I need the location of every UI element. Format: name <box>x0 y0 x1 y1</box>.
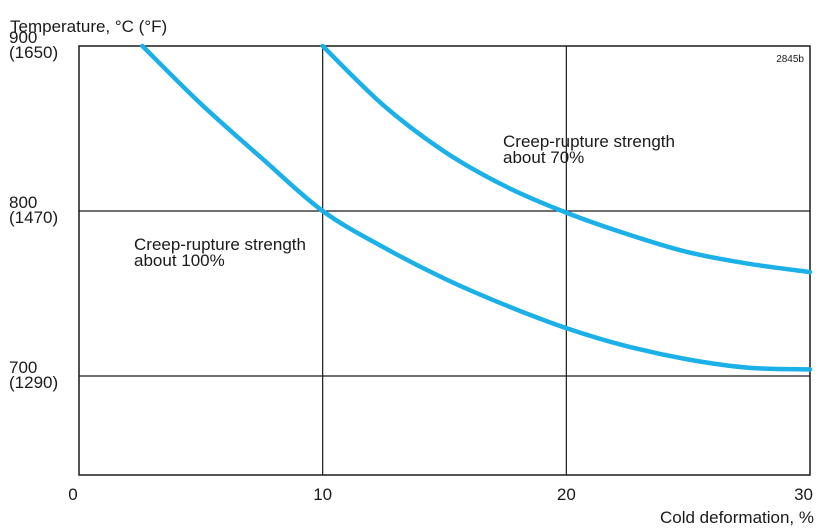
y-tick-label-900: 900 <box>9 28 37 47</box>
x-tick-label-30: 30 <box>794 485 813 504</box>
series-line-creep-70 <box>320 43 813 275</box>
tick-layer: 0 10 20 30 900(1650) 800(1470) 700(1290) <box>9 28 813 504</box>
y-tick-label-f-700: (1290) <box>9 373 58 392</box>
series-label-creep-70-line1: Creep-rupture strength <box>503 132 675 151</box>
y-tick-label-800: 800 <box>9 193 37 212</box>
series-line-creep-100 <box>140 43 813 372</box>
x-tick-label-20: 20 <box>557 485 576 504</box>
curve-layer <box>140 43 813 372</box>
figure-code: 2845b <box>776 54 804 65</box>
plot-frame <box>78 45 811 476</box>
series-label-creep-100-line2: about 100% <box>134 251 225 270</box>
x-tick-label-10: 10 <box>313 485 332 504</box>
y-tick-label-f-900: (1650) <box>9 43 58 62</box>
x-tick-label-0: 0 <box>68 485 77 504</box>
y-axis-title: Temperature, °C (°F) <box>10 17 167 36</box>
x-axis-title: Cold deformation, % <box>660 508 814 527</box>
series-label-creep-100-line1: Creep-rupture strength <box>134 235 306 254</box>
grid-layer <box>78 45 811 476</box>
y-tick-label-700: 700 <box>9 358 37 377</box>
y-tick-label-f-800: (1470) <box>9 208 58 227</box>
series-label-creep-70-line2: about 70% <box>503 148 584 167</box>
